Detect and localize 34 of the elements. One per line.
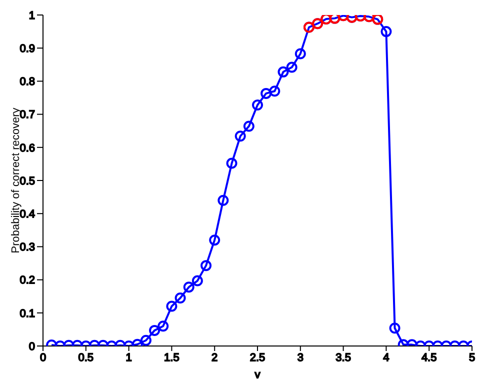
y-tick-label: 0.4: [20, 208, 35, 221]
y-tick-label: 1: [28, 10, 35, 22]
point: [218, 194, 229, 206]
x-tick-label: 1: [126, 352, 132, 364]
point: [260, 88, 272, 99]
point: [226, 158, 238, 169]
y-tick-label: 0.6: [20, 142, 35, 154]
x-tick-label: 4: [383, 352, 390, 364]
x-tick-label: 1.5: [164, 352, 180, 364]
x-tick-label: 4.5: [421, 352, 437, 364]
y-tick-label: 0: [28, 340, 35, 353]
y-tick-label: 0.2: [20, 274, 35, 287]
y-tick-label: 0.7: [20, 109, 35, 122]
point: [252, 100, 263, 111]
point: [380, 26, 392, 38]
y-tick-label: 0.9: [20, 43, 35, 56]
point: [234, 130, 246, 142]
y-tick-label: 0.1: [20, 308, 35, 320]
x-tick-label: 2.5: [250, 352, 266, 364]
point: [278, 66, 289, 78]
x-axis-title: v: [254, 369, 261, 381]
x-tick-label: 3.5: [336, 352, 351, 364]
x-tick-label: 2: [212, 352, 218, 364]
x-tick-label: 3: [297, 352, 304, 364]
point: [269, 86, 280, 97]
x-tick-label: 5: [468, 352, 476, 364]
point: [294, 48, 306, 60]
y-tick-label: 0.3: [20, 242, 35, 254]
point: [243, 120, 254, 132]
x-tick-label: 0: [40, 352, 46, 364]
y-tick-label: 0.5: [20, 175, 35, 188]
point: [286, 62, 298, 73]
y-tick-label: 0.8: [20, 76, 35, 88]
x-tick-label: 0.5: [78, 352, 94, 364]
